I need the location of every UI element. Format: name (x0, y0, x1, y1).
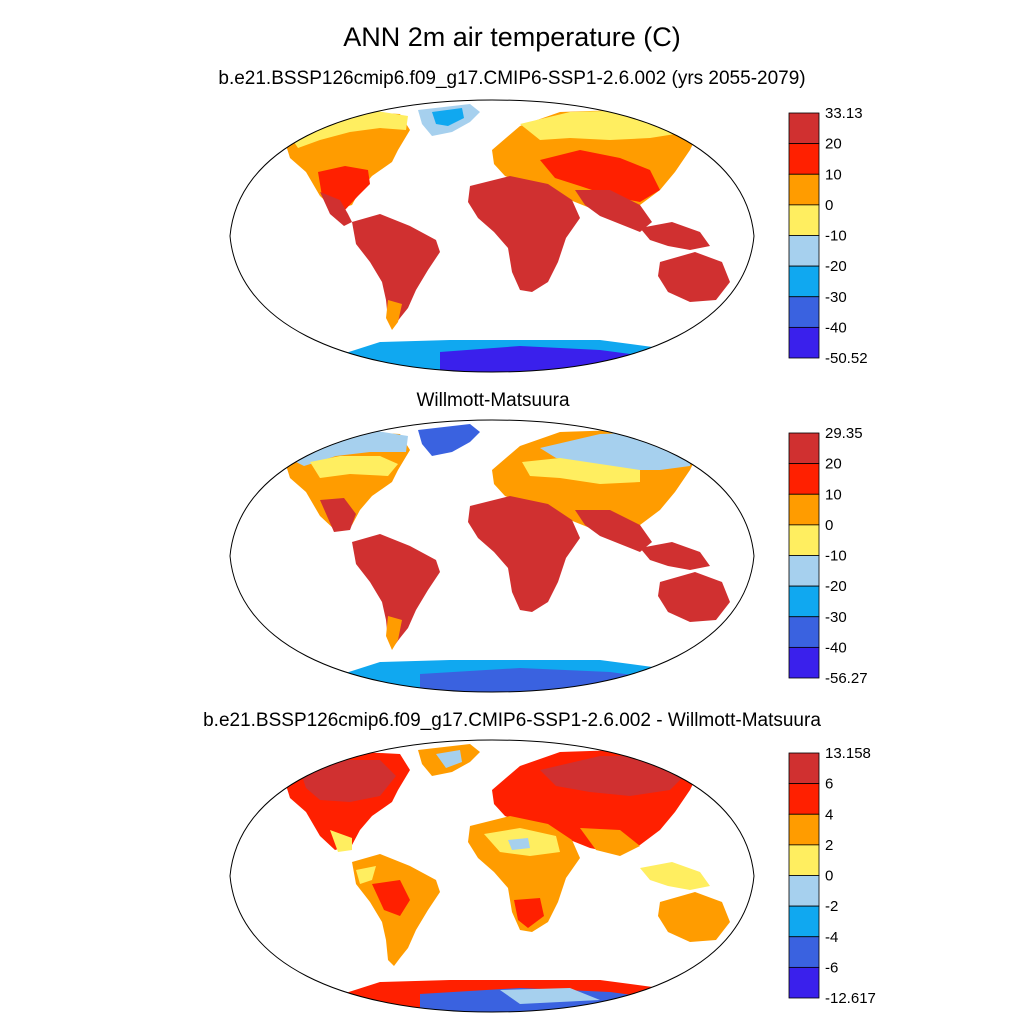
colorbar-3-swatch-7 (788, 936, 820, 968)
land-patagonia-1 (386, 300, 402, 330)
colorbar-1-label-2: 20 (825, 136, 842, 153)
colorbar-1-swatch-4 (788, 204, 820, 236)
colorbar-1-label-5: -10 (825, 228, 847, 245)
colorbar-1-label-6: -20 (825, 258, 847, 275)
colorbar-2-swatch-3 (788, 493, 820, 526)
colorbar-2-label-5: -10 (825, 548, 847, 565)
land-southeast-asia-2 (640, 542, 710, 570)
colorbar-3-label-4: 2 (825, 837, 833, 854)
colorbar-2-label-3: 10 (825, 486, 842, 503)
land-patagonia-2 (386, 616, 402, 650)
map-panel-1 (229, 99, 755, 373)
colorbar-2: 29.35 20 10 0 -10 -20 -30 -40 -56.27 (788, 425, 868, 687)
colorbar-2-label-8: -40 (825, 639, 847, 656)
land-africa-2 (468, 496, 580, 612)
map-panel-2 (229, 419, 755, 693)
colorbar-3-label-1: 13.158 (825, 745, 871, 762)
land-australia-2 (658, 572, 730, 622)
colorbar-2-swatch-2 (788, 463, 820, 495)
colorbar-1-label-4: 0 (825, 197, 833, 214)
land-greenland-core-3 (436, 750, 462, 768)
colorbar-3-label-7: -4 (825, 929, 838, 946)
colorbar-3-label-9: -12.617 (825, 990, 876, 1007)
colorbar-3-label-8: -6 (825, 959, 838, 976)
map-panel-3 (229, 739, 755, 1013)
map-border-2 (229, 419, 755, 693)
land-africa-1 (468, 176, 580, 292)
map-border-3 (229, 739, 755, 1013)
colorbar-3-label-2: 6 (825, 776, 833, 793)
colorbar-2-swatch-6 (788, 585, 820, 618)
colorbar-1-swatch-6 (788, 265, 820, 298)
colorbar-1-label-9: -50.52 (825, 350, 868, 367)
colorbar-1-label-3: 10 (825, 166, 842, 183)
land-southeast-asia-3 (640, 862, 710, 890)
land-greenland-2 (418, 424, 480, 456)
land-south-america-1 (352, 214, 440, 326)
land-north-america-3 (285, 752, 410, 852)
colorbar-2-label-2: 20 (825, 456, 842, 473)
colorbar-2-label-1: 29.35 (825, 425, 863, 442)
colorbar-3-swatch-8 (788, 966, 820, 999)
colorbar-1-swatch-5 (788, 235, 820, 267)
colorbar-2-label-6: -20 (825, 578, 847, 595)
colorbar-1-label-8: -40 (825, 319, 847, 336)
colorbar-1-swatch-3 (788, 173, 820, 206)
colorbar-2-swatch-5 (788, 555, 820, 587)
figure-title: ANN 2m air temperature (C) (343, 22, 681, 52)
colorbar-1-swatch-2 (788, 143, 820, 175)
colorbar-1-swatch-7 (788, 296, 820, 328)
colorbar-2-label-4: 0 (825, 517, 833, 534)
land-australia-1 (658, 252, 730, 302)
colorbar-2-label-7: -30 (825, 609, 847, 626)
colorbar-2-swatch-4 (788, 524, 820, 556)
colorbar-1-swatch-1 (788, 112, 820, 145)
colorbar-1-label-7: -30 (825, 289, 847, 306)
colorbar-3-swatch-2 (788, 783, 820, 815)
colorbar-3-swatch-1 (788, 752, 820, 785)
colorbar-1-label-1: 33.13 (825, 105, 863, 122)
land-sahara-cool-3 (508, 838, 530, 850)
land-africa-south-3 (514, 898, 544, 928)
colorbar-3-label-5: 0 (825, 868, 833, 885)
land-southeast-asia-1 (640, 222, 710, 250)
land-north-america-2 (285, 430, 410, 532)
panel-1-title: b.e21.BSSP126cmip6.f09_g17.CMIP6-SSP1-2.… (218, 68, 806, 89)
colorbar-3-label-3: 4 (825, 806, 833, 823)
panel-2-title: Willmott-Matsuura (416, 390, 570, 411)
colorbar-3-swatch-3 (788, 813, 820, 846)
colorbar-1: 33.13 20 10 0 -10 -20 -30 -40 -50.52 (788, 105, 868, 367)
colorbar-3-swatch-5 (788, 875, 820, 907)
colorbar-2-swatch-1 (788, 432, 820, 465)
colorbar-3-swatch-4 (788, 844, 820, 876)
land-south-america-2 (352, 534, 440, 646)
colorbar-2-label-9: -56.27 (825, 670, 868, 687)
colorbar-3: 13.158 6 4 2 0 -2 -4 -6 -12.617 (788, 745, 876, 1007)
colorbar-1-swatch-8 (788, 326, 820, 359)
colorbar-2-swatch-7 (788, 616, 820, 648)
land-australia-3 (658, 892, 730, 942)
colorbar-3-label-6: -2 (825, 898, 838, 915)
map-border-1 (229, 99, 755, 373)
panel-3-title: b.e21.BSSP126cmip6.f09_g17.CMIP6-SSP1-2.… (203, 710, 821, 731)
land-south-america-light-3 (356, 866, 376, 884)
land-antarctica-mid-3 (500, 988, 600, 1004)
land-greenland-core-1 (432, 108, 464, 126)
colorbar-2-swatch-8 (788, 646, 820, 679)
colorbar-3-swatch-6 (788, 905, 820, 938)
land-north-america-1 (285, 110, 410, 226)
land-south-america-detail-3 (372, 880, 410, 916)
